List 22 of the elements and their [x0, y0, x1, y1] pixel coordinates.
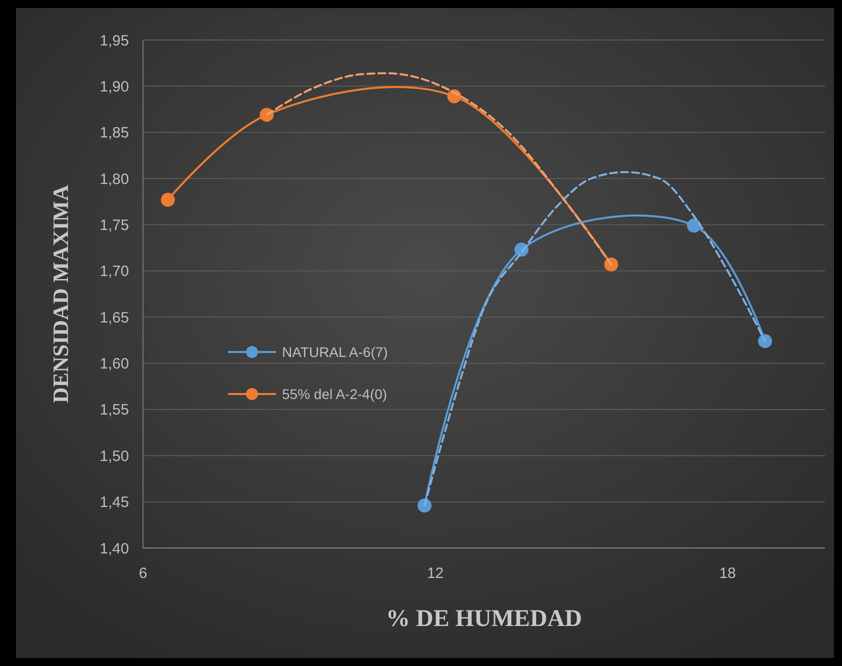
- x-tick-label: 18: [719, 565, 736, 582]
- point: [686, 218, 701, 233]
- x-axis-title: % DE HUMEDAD: [386, 606, 582, 632]
- y-tick-label: 1,75: [100, 216, 129, 234]
- legend-label: NATURAL A-6(7): [282, 344, 388, 360]
- x-tick-label: 6: [138, 565, 148, 582]
- y-tick-label: 1,90: [100, 78, 129, 96]
- y-tick-label: 1,80: [100, 170, 129, 188]
- y-tick-label: 1,50: [100, 448, 129, 465]
- y-tick-label: 1,55: [100, 402, 129, 419]
- y-tick-label: 1,70: [100, 263, 129, 280]
- legend-label: 55% del A-2-4(0): [282, 386, 388, 402]
- y-tick-label: 1,95: [100, 32, 129, 50]
- point: [160, 192, 175, 207]
- point: [758, 334, 772, 348]
- x-tick-label: 12: [426, 565, 444, 582]
- y-axis-title: DENSIDAD MAXIMA: [48, 184, 73, 404]
- y-tick-label: 1,85: [100, 124, 129, 142]
- y-tick-label: 1,65: [100, 309, 129, 326]
- y-tick-label: 1,40: [100, 540, 129, 558]
- y-tick-label: 1,60: [100, 356, 129, 373]
- y-tick-label: 1,45: [100, 494, 129, 512]
